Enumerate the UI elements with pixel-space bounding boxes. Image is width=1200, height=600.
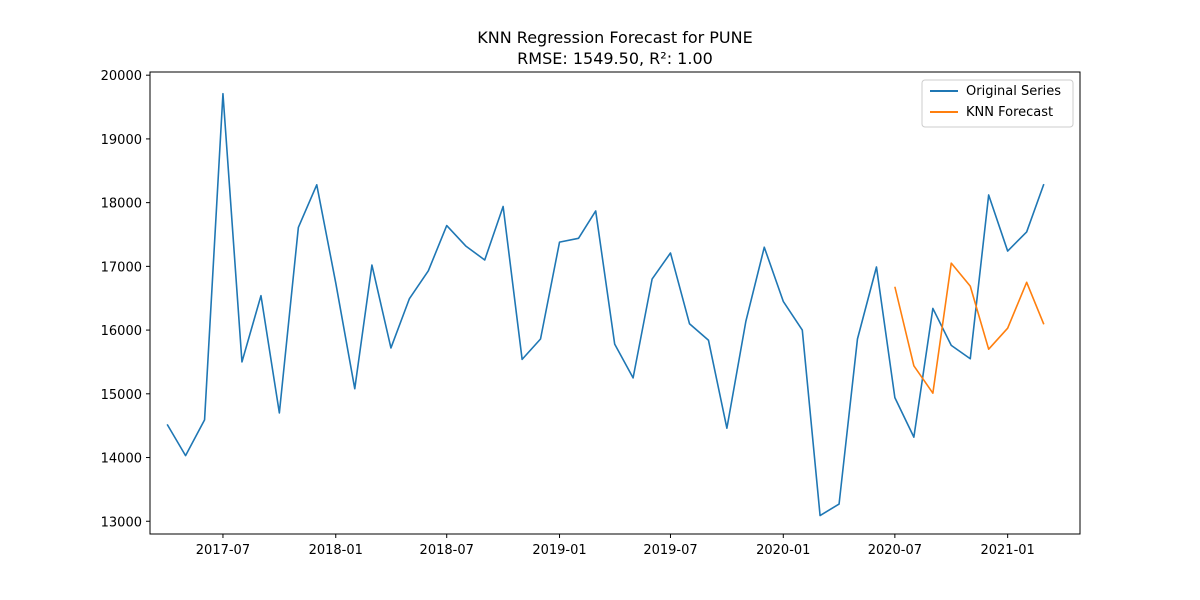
x-tick-label: 2021-01 — [980, 543, 1034, 558]
plot-series — [166, 92, 1045, 517]
y-tick-label: 18000 — [101, 197, 142, 212]
y-tick-label: 15000 — [101, 388, 142, 403]
chart-subtitle: RMSE: 1549.50, R²: 1.00 — [517, 49, 713, 68]
y-tick-label: 17000 — [101, 260, 142, 275]
legend-label-knn-forecast: KNN Forecast — [966, 105, 1053, 120]
y-tick-label: 14000 — [101, 452, 142, 467]
x-tick-label: 2018-07 — [420, 543, 474, 558]
x-tick-label: 2017-07 — [196, 543, 250, 558]
x-tick-label: 2019-01 — [532, 543, 586, 558]
legend-box — [921, 79, 1074, 128]
legend-label-original-series: Original Series — [966, 84, 1061, 99]
series-line-knn-forecast — [894, 262, 1045, 394]
x-tick-label: 2020-07 — [868, 543, 922, 558]
y-tick-label: 13000 — [101, 515, 142, 530]
y-tick-label: 20000 — [101, 69, 142, 84]
plot-frame — [149, 71, 1081, 535]
legend: Original Series KNN Forecast — [921, 79, 1074, 128]
chart-title: KNN Regression Forecast for PUNE — [477, 28, 752, 47]
series-line-original-series — [166, 92, 1045, 517]
y-axis: 13000 14000 15000 16000 17000 18000 19000 20000 — [101, 69, 150, 530]
x-tick-label: 2019-07 — [643, 543, 697, 558]
y-tick-label: 19000 — [101, 133, 142, 148]
x-tick-label: 2020-01 — [756, 543, 810, 558]
y-tick-label: 16000 — [101, 324, 142, 339]
x-tick-label: 2018-01 — [309, 543, 363, 558]
x-axis: 2017-07 2018-01 2018-07 2019-01 2019-07 2020-… — [196, 534, 1035, 558]
